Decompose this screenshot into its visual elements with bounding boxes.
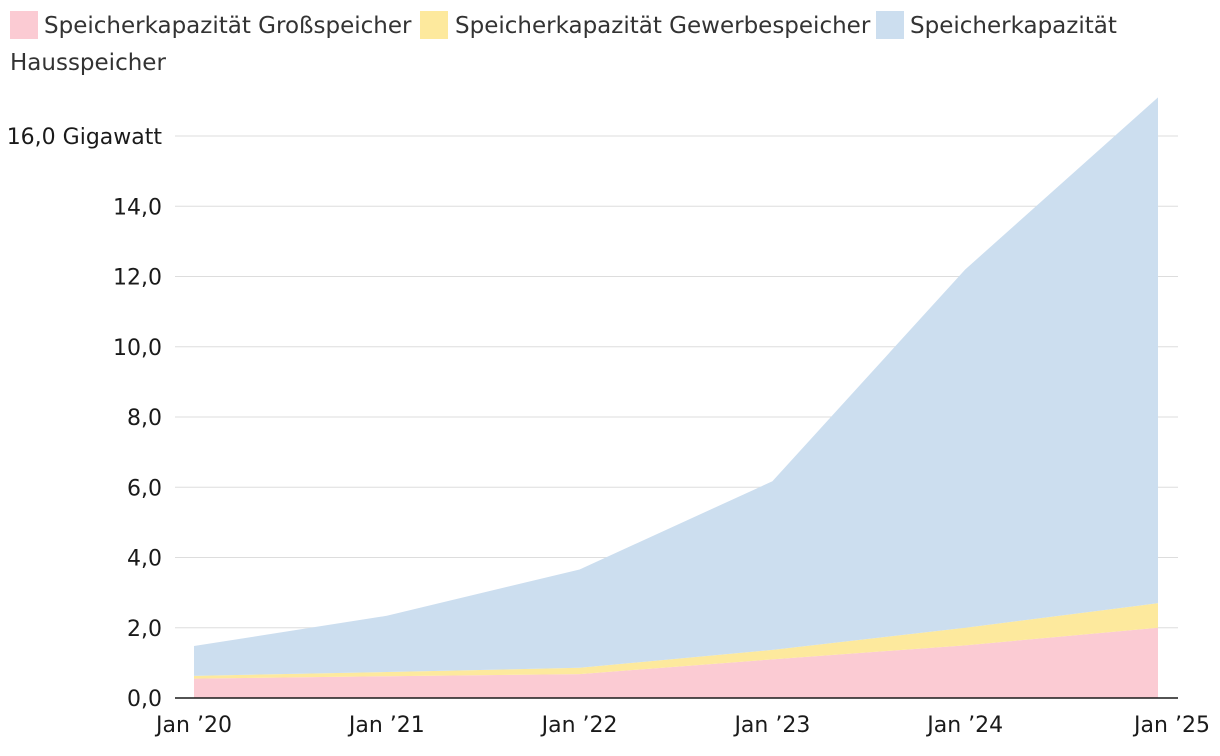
legend-label-hausspeicher-line2: Hausspeicher	[10, 50, 166, 76]
x-tick-label-5: Jan ’25	[1132, 713, 1210, 738]
legend-swatch-grossspeicher	[10, 11, 38, 39]
chart-legend: Speicherkapazität Großspeicher Speicherk…	[10, 11, 1117, 76]
legend-swatch-hausspeicher	[876, 11, 904, 39]
x-tick-label-1: Jan ’21	[347, 713, 425, 738]
x-tick-label-0: Jan ’20	[154, 713, 232, 738]
x-axis-ticks: Jan ’20 Jan ’21 Jan ’22 Jan ’23 Jan ’24 Jan ’…	[154, 713, 1210, 738]
area-gewerbespeicher	[194, 603, 1158, 679]
y-tick-label-7: 14,0	[113, 195, 162, 220]
y-tick-label-0: 0,0	[127, 687, 162, 712]
y-axis-ticks: 0,0 2,0 4,0 6,0 8,0 10,0 12,0 14,0 16,0 Gigawatt	[7, 125, 163, 712]
y-tick-label-4: 8,0	[127, 406, 162, 431]
legend-swatch-gewerbespeicher	[420, 11, 448, 39]
legend-label-grossspeicher: Speicherkapazität Großspeicher	[44, 13, 412, 39]
legend-label-gewerbespeicher: Speicherkapazität Gewerbespeicher	[455, 13, 871, 39]
legend-label-hausspeicher-line1: Speicherkapazität	[910, 13, 1117, 39]
y-tick-label-6: 12,0	[113, 266, 162, 291]
y-tick-label-3: 6,0	[127, 476, 162, 501]
area-series	[194, 97, 1158, 698]
y-tick-label-5: 10,0	[113, 336, 162, 361]
y-tick-label-8: 16,0 Gigawatt	[7, 125, 163, 150]
x-tick-label-2: Jan ’22	[540, 713, 618, 738]
y-tick-label-1: 2,0	[127, 617, 162, 642]
area-grossspeicher	[194, 627, 1158, 698]
y-tick-label-2: 4,0	[127, 547, 162, 572]
x-tick-label-4: Jan ’24	[925, 713, 1003, 738]
legend-label-hausspeicher: Speicherkapazität Hausspeicher	[10, 13, 1117, 76]
x-tick-label-3: Jan ’23	[732, 713, 810, 738]
area-hausspeicher	[194, 97, 1158, 676]
